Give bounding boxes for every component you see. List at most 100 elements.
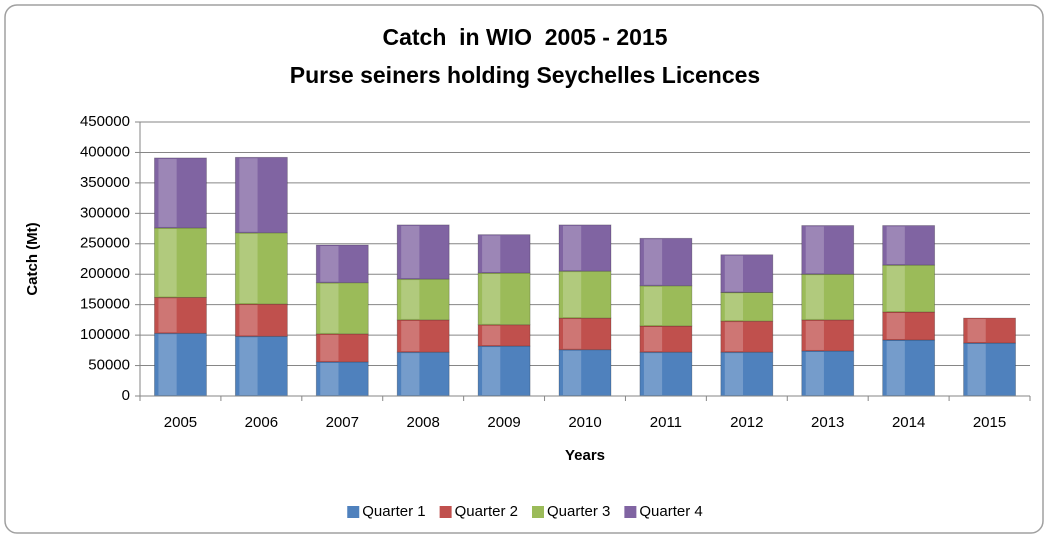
- y-tick-label: 450000: [80, 113, 130, 130]
- bar-segment: [396, 278, 450, 321]
- bar-segment: [315, 361, 369, 397]
- legend: Quarter 1 Quarter 2 Quarter 3 Quarter 4: [347, 503, 703, 520]
- bar-highlight: [563, 272, 582, 318]
- bar-segment: [882, 264, 936, 313]
- bar-highlight: [967, 319, 986, 343]
- bar-segment: [882, 339, 936, 397]
- x-tick-label: 2011: [650, 414, 682, 431]
- y-axis-title: Catch (Mt): [24, 222, 41, 295]
- bar-segment: [396, 351, 450, 397]
- legend-label: Quarter 4: [639, 503, 702, 520]
- bar-segment: [639, 325, 693, 353]
- bar-segment: [720, 320, 774, 353]
- bar-highlight: [643, 353, 663, 395]
- legend-label: Quarter 1: [362, 503, 425, 520]
- x-tick-label: 2012: [730, 414, 763, 431]
- bar-highlight: [563, 225, 582, 271]
- bar-highlight: [724, 255, 744, 292]
- bar-highlight: [158, 228, 177, 297]
- y-tick-label: 0: [122, 387, 130, 404]
- bar-highlight: [239, 233, 258, 304]
- bar-segment: [477, 234, 531, 274]
- bar-highlight: [724, 322, 744, 352]
- bar-segment: [558, 224, 612, 272]
- y-tick-label: 350000: [80, 174, 130, 191]
- legend-swatch: [624, 506, 637, 518]
- bar-segment: [234, 335, 288, 397]
- bar-segment: [639, 351, 693, 397]
- legend-label: Quarter 3: [547, 503, 610, 520]
- bar-highlight: [886, 266, 905, 311]
- x-axis-title: Years: [565, 447, 605, 464]
- bar-highlight: [643, 286, 663, 325]
- chart-subtitle: Purse seiners holding Seychelles Licence…: [290, 62, 760, 88]
- bar-segment: [315, 244, 369, 284]
- y-tick-label: 300000: [80, 204, 130, 221]
- bar-segment: [234, 232, 288, 305]
- bar-highlight: [401, 225, 420, 279]
- y-tick-label: 400000: [80, 143, 130, 160]
- bar-segment: [154, 332, 207, 397]
- bar-segment: [154, 227, 207, 298]
- x-tick-label: 2010: [568, 414, 601, 431]
- y-tick-label: 250000: [80, 235, 130, 252]
- bar-highlight: [482, 347, 501, 395]
- x-tick-label: 2008: [406, 414, 439, 431]
- bar-highlight: [239, 158, 258, 232]
- bar-segment: [720, 254, 774, 293]
- bar-highlight: [886, 312, 905, 339]
- bar-highlight: [724, 353, 744, 395]
- legend-swatch: [439, 506, 452, 518]
- bar-highlight: [158, 158, 177, 227]
- bar-highlight: [724, 293, 744, 321]
- bar-highlight: [805, 320, 824, 350]
- chart-title: Catch in WIO 2005 - 2015: [382, 24, 667, 50]
- y-tick-label: 150000: [80, 296, 130, 313]
- bar-segment: [801, 225, 855, 275]
- legend-swatch: [347, 506, 360, 518]
- bar-segment: [963, 317, 1016, 344]
- bar-highlight: [320, 334, 339, 361]
- bar-segment: [801, 273, 855, 321]
- bar-segment: [558, 317, 612, 351]
- bar-highlight: [643, 239, 663, 285]
- y-tick-label: 50000: [88, 357, 130, 374]
- bar-segment: [396, 224, 450, 280]
- bar-highlight: [886, 340, 905, 395]
- legend-swatch: [532, 506, 544, 518]
- x-tick-label: 2006: [245, 414, 278, 431]
- bar-highlight: [482, 235, 501, 273]
- bar-segment: [801, 319, 855, 352]
- bar-highlight: [158, 298, 177, 333]
- bar-highlight: [401, 320, 420, 352]
- bar-segment: [315, 333, 369, 363]
- legend-label: Quarter 2: [455, 503, 518, 520]
- bar-highlight: [805, 226, 824, 274]
- bar-segment: [882, 225, 936, 266]
- bar-segment: [882, 311, 936, 341]
- bar-highlight: [320, 362, 339, 395]
- bar-segment: [154, 157, 207, 229]
- bar-highlight: [320, 283, 339, 333]
- bar-highlight: [482, 274, 501, 324]
- bar-highlight: [401, 280, 420, 319]
- bar-segment: [639, 237, 693, 287]
- bar-highlight: [158, 334, 177, 395]
- bar-highlight: [805, 351, 824, 395]
- bar-segment: [154, 296, 207, 334]
- x-tick-label: 2007: [326, 414, 359, 431]
- x-tick-label: 2014: [892, 414, 925, 431]
- x-tick-label: 2005: [164, 414, 197, 431]
- bar-segment: [639, 285, 693, 327]
- bar-highlight: [320, 245, 339, 282]
- bar-segment: [558, 270, 612, 319]
- bar-highlight: [482, 325, 501, 346]
- bar-highlight: [563, 350, 582, 395]
- y-tick-label: 100000: [80, 326, 130, 343]
- bar-segment: [234, 156, 288, 234]
- bar-segment: [477, 345, 531, 397]
- bar-highlight: [239, 337, 258, 395]
- bar-highlight: [886, 226, 905, 265]
- x-tick-label: 2013: [811, 414, 844, 431]
